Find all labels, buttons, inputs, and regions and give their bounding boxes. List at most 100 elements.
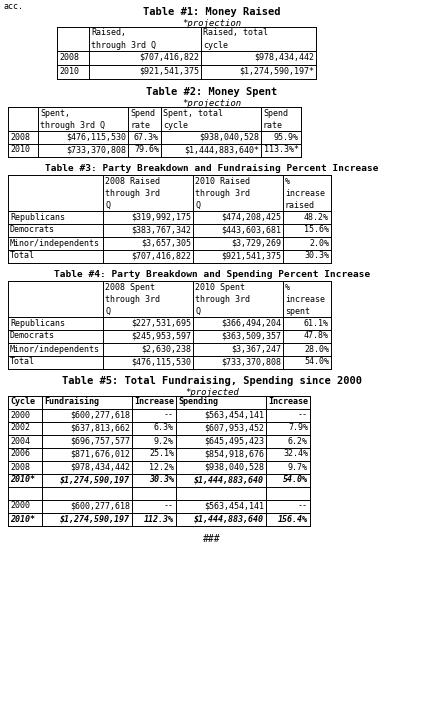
Text: 15.6%: 15.6%	[304, 226, 329, 234]
Text: Cycle: Cycle	[10, 397, 35, 407]
Text: Minor/independents: Minor/independents	[10, 345, 100, 353]
Text: Spending: Spending	[178, 397, 218, 407]
Text: $921,541,375: $921,541,375	[221, 252, 281, 260]
Bar	[57, 27, 316, 79]
Text: Q: Q	[105, 306, 110, 316]
Text: $1,444,883,640: $1,444,883,640	[194, 515, 264, 523]
Text: 30.3%: 30.3%	[304, 252, 329, 260]
Text: 9.2%: 9.2%	[154, 436, 174, 446]
Text: 2010 Raised: 2010 Raised	[195, 177, 250, 185]
Text: Spend: Spend	[263, 108, 288, 118]
Text: $871,676,012: $871,676,012	[70, 449, 130, 459]
Text: cycle: cycle	[203, 40, 228, 50]
Text: increase: increase	[285, 294, 325, 304]
Text: 2.0%: 2.0%	[309, 239, 329, 247]
Text: Spent, total: Spent, total	[163, 108, 223, 118]
Text: $476,115,530: $476,115,530	[131, 358, 191, 366]
Text: 2006: 2006	[10, 449, 30, 459]
Bar	[8, 396, 310, 526]
Text: 95.9%: 95.9%	[274, 133, 299, 141]
Text: $383,767,342: $383,767,342	[131, 226, 191, 234]
Bar	[8, 175, 331, 263]
Text: 47.8%: 47.8%	[304, 332, 329, 340]
Text: Table #1: Money Raised: Table #1: Money Raised	[143, 7, 281, 17]
Text: 28.0%: 28.0%	[304, 345, 329, 353]
Text: $443,603,681: $443,603,681	[221, 226, 281, 234]
Text: through 3rd: through 3rd	[105, 294, 160, 304]
Text: $563,454,141: $563,454,141	[204, 502, 264, 510]
Text: Republicans: Republicans	[10, 213, 65, 221]
Text: 2010 Spent: 2010 Spent	[195, 283, 245, 291]
Text: $733,370,808: $733,370,808	[221, 358, 281, 366]
Text: Democrats: Democrats	[10, 332, 55, 340]
Text: 2008 Raised: 2008 Raised	[105, 177, 160, 185]
Text: 2008: 2008	[10, 462, 30, 472]
Text: 112.3%: 112.3%	[144, 515, 174, 523]
Bar	[8, 107, 301, 157]
Text: 2010*: 2010*	[10, 476, 35, 485]
Text: --: --	[298, 502, 308, 510]
Text: 79.6%: 79.6%	[134, 146, 159, 154]
Text: Table #2: Money Spent: Table #2: Money Spent	[146, 87, 278, 97]
Text: $1,274,590,197: $1,274,590,197	[60, 515, 130, 523]
Text: 6.3%: 6.3%	[154, 423, 174, 433]
Text: --: --	[298, 410, 308, 420]
Text: $938,040,528: $938,040,528	[204, 462, 264, 472]
Text: $600,277,618: $600,277,618	[70, 502, 130, 510]
Text: spent: spent	[285, 306, 310, 316]
Text: 32.4%: 32.4%	[283, 449, 308, 459]
Text: 2000: 2000	[10, 502, 30, 510]
Text: 54.0%: 54.0%	[283, 476, 308, 485]
Text: *projection: *projection	[182, 19, 242, 28]
Text: *projected: *projected	[185, 388, 239, 397]
Text: Spend: Spend	[130, 108, 155, 118]
Text: Table #4: Party Breakdown and Spending Percent Increase: Table #4: Party Breakdown and Spending P…	[54, 270, 370, 279]
Text: 2010: 2010	[59, 66, 79, 76]
Text: 48.2%: 48.2%	[304, 213, 329, 221]
Text: ###: ###	[203, 534, 221, 544]
Text: through 3rd: through 3rd	[195, 188, 250, 198]
Text: $854,918,676: $854,918,676	[204, 449, 264, 459]
Text: 12.2%: 12.2%	[149, 462, 174, 472]
Text: $3,729,269: $3,729,269	[231, 239, 281, 247]
Text: $245,953,597: $245,953,597	[131, 332, 191, 340]
Text: --: --	[164, 502, 174, 510]
Text: 61.1%: 61.1%	[304, 319, 329, 327]
Text: Democrats: Democrats	[10, 226, 55, 234]
Text: Q: Q	[195, 200, 200, 210]
Text: $1,444,883,640*: $1,444,883,640*	[184, 146, 259, 154]
Text: $696,757,577: $696,757,577	[70, 436, 130, 446]
Text: %: %	[285, 283, 290, 291]
Text: $1,274,590,197: $1,274,590,197	[60, 476, 130, 485]
Text: $707,416,822: $707,416,822	[131, 252, 191, 260]
Text: rate: rate	[130, 120, 150, 130]
Text: Fundraising: Fundraising	[44, 397, 99, 407]
Text: $637,813,662: $637,813,662	[70, 423, 130, 433]
Text: through 3rd: through 3rd	[195, 294, 250, 304]
Text: $366,494,204: $366,494,204	[221, 319, 281, 327]
Text: $978,434,442: $978,434,442	[70, 462, 130, 472]
Text: Raised,: Raised,	[91, 29, 126, 37]
Text: Table #3: Party Breakdown and Fundraising Percent Increase: Table #3: Party Breakdown and Fundraisin…	[45, 164, 379, 173]
Text: $3,657,305: $3,657,305	[141, 239, 191, 247]
Text: Table #5: Total Fundraising, Spending since 2000: Table #5: Total Fundraising, Spending si…	[62, 376, 362, 386]
Text: Total: Total	[10, 252, 35, 260]
Text: 2002: 2002	[10, 423, 30, 433]
Text: 54.0%: 54.0%	[304, 358, 329, 366]
Text: acc.: acc.	[3, 2, 23, 11]
Text: $645,495,423: $645,495,423	[204, 436, 264, 446]
Text: --: --	[164, 410, 174, 420]
Text: 2008: 2008	[59, 53, 79, 61]
Text: $733,370,808: $733,370,808	[66, 146, 126, 154]
Text: raised: raised	[285, 200, 315, 210]
Text: through 3rd Q: through 3rd Q	[91, 40, 156, 50]
Text: $707,416,822: $707,416,822	[139, 53, 199, 61]
Text: Republicans: Republicans	[10, 319, 65, 327]
Text: 2008 Spent: 2008 Spent	[105, 283, 155, 291]
Bar	[8, 281, 331, 369]
Text: Increase: Increase	[268, 397, 308, 407]
Text: 2008: 2008	[10, 133, 30, 141]
Text: Increase: Increase	[134, 397, 174, 407]
Text: $600,277,618: $600,277,618	[70, 410, 130, 420]
Text: Minor/independents: Minor/independents	[10, 239, 100, 247]
